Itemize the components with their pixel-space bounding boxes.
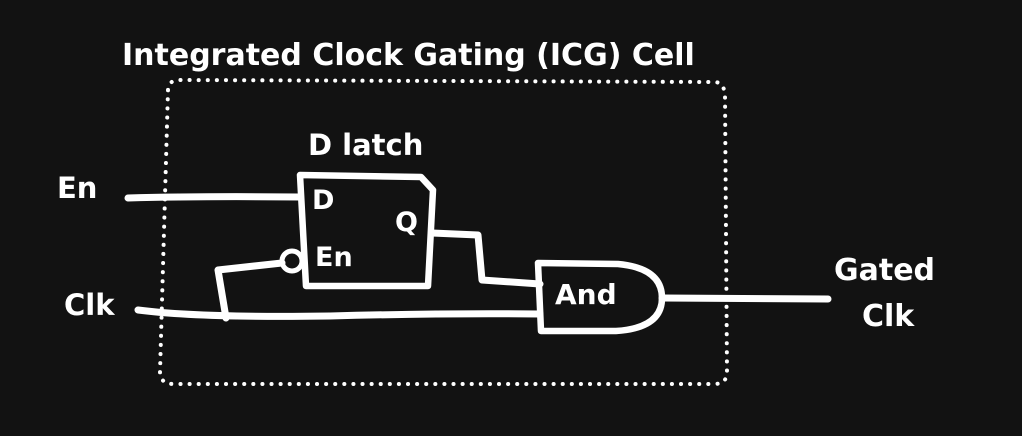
d-latch-body	[296, 171, 437, 290]
latch-pin-en: En	[315, 242, 353, 273]
clk-input-label: Clk	[64, 288, 115, 322]
clk-wire	[134, 306, 544, 320]
latch-pin-q: Q	[395, 207, 418, 238]
gated-clk-label-line1: Gated	[834, 253, 936, 288]
gated-clk-wire	[658, 294, 832, 303]
q-wire	[428, 229, 544, 288]
diagram-title: Integrated Clock Gating (ICG) Cell	[122, 38, 695, 73]
d-latch-title: D latch	[308, 128, 424, 162]
clk-branch-wire	[214, 259, 286, 322]
and-gate-label: And	[555, 278, 617, 311]
latch-pin-d: D	[312, 185, 335, 216]
inversion-bubble	[279, 248, 305, 274]
gated-clk-label-line2: Clk	[862, 299, 915, 334]
en-wire	[124, 193, 304, 202]
en-input-label: En	[57, 171, 98, 205]
icg-cell-boundary	[157, 77, 730, 386]
